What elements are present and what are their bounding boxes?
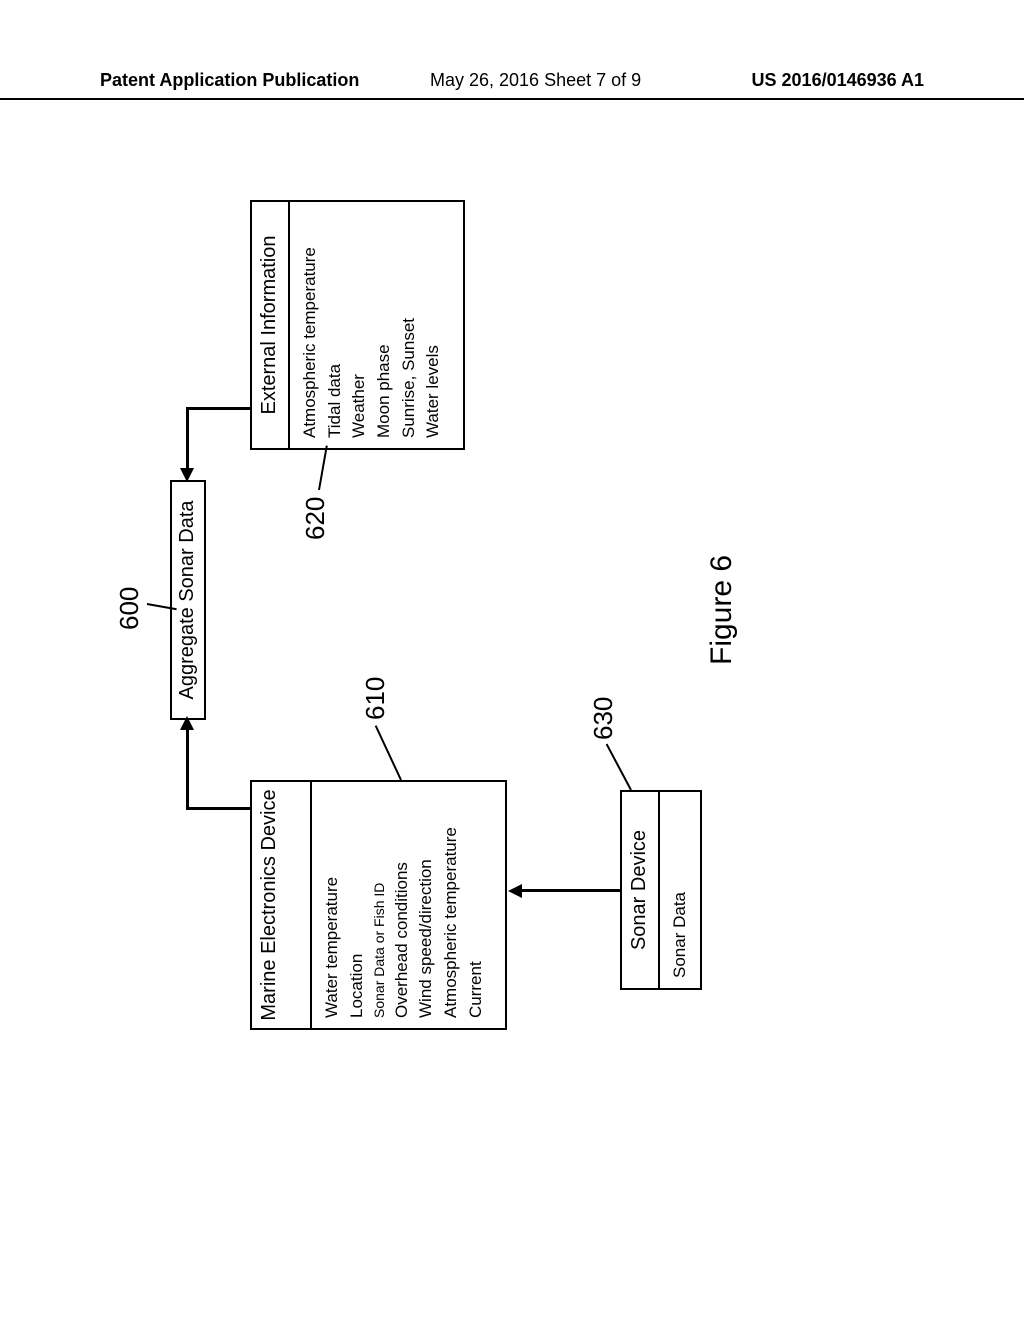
sonar-sub: Sonar Data — [668, 802, 693, 978]
ref-600: 600 — [114, 587, 145, 630]
sonar-header-box: Sonar Device — [620, 790, 660, 990]
marine-item-3: Overhead conditions — [390, 792, 415, 1018]
marine-item-6: Current — [464, 792, 489, 1018]
diagram-frame: Aggregate Sonar Data 600 Marine Electron… — [110, 170, 910, 1070]
ref-610: 610 — [360, 677, 391, 720]
page-header: Patent Application Publication May 26, 2… — [0, 68, 1024, 100]
arrow-ext-head — [180, 468, 194, 482]
external-list-box: Atmospheric temperature Tidal data Weath… — [290, 200, 465, 450]
marine-item-5: Atmospheric temperature — [439, 792, 464, 1018]
external-item-4: Sunrise, Sunset — [397, 212, 422, 438]
marine-item-1: Location — [345, 792, 370, 1018]
marine-item-4: Wind speed/direction — [414, 792, 439, 1018]
ref-610-leader — [375, 725, 402, 780]
arrow-marine-h — [186, 718, 189, 810]
figure-caption: Figure 6 — [705, 555, 739, 665]
header-left: Patent Application Publication — [100, 70, 359, 91]
arrow-ext-v — [186, 408, 250, 411]
ref-620: 620 — [300, 497, 331, 540]
external-header-box: External Information — [250, 200, 290, 450]
external-item-1: Tidal data — [323, 212, 348, 438]
marine-item-0: Water temperature — [320, 792, 345, 1018]
sonar-title: Sonar Device — [628, 830, 650, 950]
external-item-2: Weather — [347, 212, 372, 438]
header-mid: May 26, 2016 Sheet 7 of 9 — [430, 70, 641, 91]
marine-item-2: Sonar Data or Fish ID — [369, 792, 389, 1018]
external-item-0: Atmospheric temperature — [298, 212, 323, 438]
arrow-marine-head — [180, 716, 194, 730]
external-title: External Information — [258, 236, 280, 415]
sonar-sub-box: Sonar Data — [660, 790, 702, 990]
page: Patent Application Publication May 26, 2… — [0, 0, 1024, 1320]
arrow-ext-h — [186, 408, 189, 470]
external-item-5: Water levels — [421, 212, 446, 438]
header-right: US 2016/0146936 A1 — [752, 70, 924, 91]
aggregate-box: Aggregate Sonar Data — [170, 480, 206, 720]
arrow-sonar-head — [508, 884, 522, 898]
marine-title: Marine Electronics Device — [258, 789, 280, 1020]
ref-630-leader — [606, 744, 632, 791]
marine-list-box: Water temperature Location Sonar Data or… — [312, 780, 507, 1030]
marine-header-box: Marine Electronics Device — [250, 780, 312, 1030]
ref-620-leader — [318, 446, 328, 491]
figure-6: Aggregate Sonar Data 600 Marine Electron… — [110, 170, 910, 1070]
arrow-sonar-v — [520, 890, 620, 893]
ref-630: 630 — [588, 697, 619, 740]
aggregate-title: Aggregate Sonar Data — [176, 500, 198, 699]
external-item-3: Moon phase — [372, 212, 397, 438]
arrow-marine-up-v — [186, 808, 250, 811]
